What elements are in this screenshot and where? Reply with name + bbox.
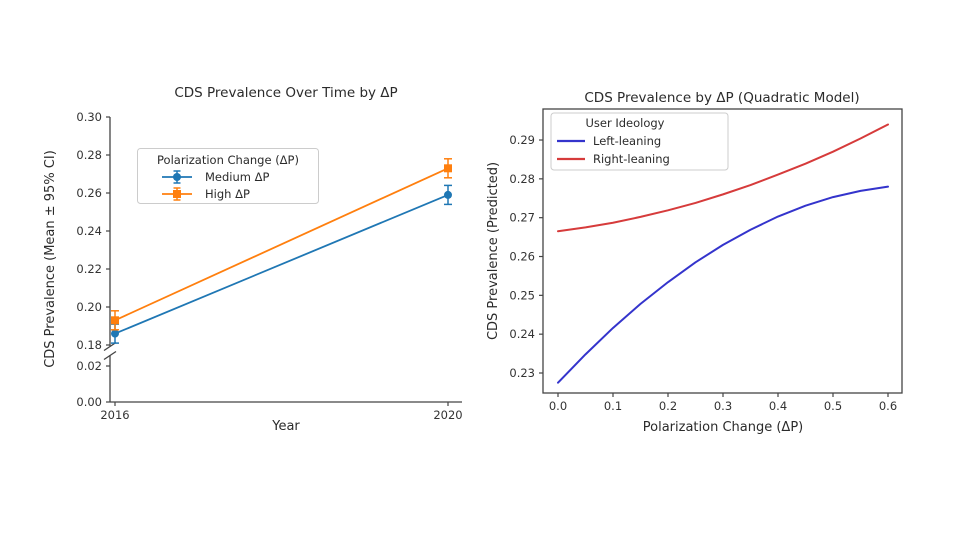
y-tick-label: 0.02 [76, 359, 102, 373]
y-tick-label: 0.18 [76, 338, 102, 352]
data-point-marker-square [111, 316, 119, 325]
series-line-Medium ΔP [114, 194, 449, 335]
x-tick-label: 2016 [100, 408, 129, 422]
y-tick-label: 0.23 [509, 366, 535, 380]
y-tick-label: 0.25 [509, 288, 535, 302]
x-tick-label: 0.3 [714, 399, 732, 413]
x-tick-label: 0.4 [769, 399, 787, 413]
y-tick-label: 0.27 [509, 211, 535, 225]
legend-title: User Ideology [585, 116, 664, 130]
right-chart-title: CDS Prevalence by ΔP (Quadratic Model) [584, 90, 859, 106]
y-tick-label: 0.30 [76, 110, 102, 124]
y-tick-label: 0.24 [76, 224, 102, 238]
legend-box [550, 112, 729, 171]
legend-label-right-leaning: Right-leaning [593, 152, 670, 166]
series-line-High ΔP [114, 167, 449, 322]
x-tick-label: 2020 [433, 408, 462, 422]
axis-break-mark [103, 350, 117, 361]
y-tick-label: 0.26 [76, 186, 102, 200]
right-chart: 0.23 0.24 0.25 0.26 0.27 0.28 0.29 0.0 0.1 0.2 0.3… [486, 90, 903, 435]
x-tick-label: 0.6 [879, 399, 897, 413]
y-tick-label: 0.20 [76, 300, 102, 314]
legend-entry-right-leaning: Right-leaning [557, 152, 670, 166]
x-tick-label: 0.1 [604, 399, 622, 413]
right-chart-ylabel: CDS Prevalence (Predicted) [486, 162, 501, 340]
left-chart-plot-area: 0.18 0.20 0.22 0.24 0.26 0.28 0.30 0.00 0.02 2016… [76, 110, 462, 422]
y-tick-label: 0.28 [76, 148, 102, 162]
left-chart-ylabel: CDS Prevalence (Mean ± 95% CI) [43, 150, 58, 368]
data-point-marker-square [444, 164, 452, 173]
right-chart-xlabel: Polarization Change (ΔP) [643, 420, 803, 435]
legend-entry-left-leaning: Left-leaning [557, 134, 661, 148]
y-tick-label: 0.22 [76, 262, 102, 276]
left-chart-title: CDS Prevalence Over Time by ΔP [174, 85, 397, 101]
x-tick-label: 0.5 [824, 399, 842, 413]
x-tick-label: 0.2 [659, 399, 677, 413]
y-tick-label: 0.28 [509, 172, 535, 186]
legend-entry-high: High ΔP [162, 187, 250, 201]
legend-label-medium: Medium ΔP [205, 170, 270, 184]
right-chart-plot-area: 0.23 0.24 0.25 0.26 0.27 0.28 0.29 0.0 0.1 0.2 0.3… [509, 108, 903, 413]
legend-entry-medium: Medium ΔP [162, 170, 270, 184]
y-tick-label: 0.29 [509, 133, 535, 147]
y-tick-label: 0.26 [509, 250, 535, 264]
legend-label-high: High ΔP [205, 187, 250, 201]
legend-title: Polarization Change (ΔP) [157, 153, 299, 167]
left-chart: 0.18 0.20 0.22 0.24 0.26 0.28 0.30 0.00 0.02 2016… [43, 85, 463, 434]
left-chart-xlabel: Year [271, 419, 300, 434]
data-point-marker-circle [444, 190, 452, 199]
data-point-marker-circle [111, 329, 119, 338]
x-tick-label: 0.0 [549, 399, 567, 413]
right-chart-legend: User Ideology Left-leaning Right-leaning [550, 112, 729, 171]
legend-label-left-leaning: Left-leaning [593, 134, 661, 148]
high-marker-swatch [173, 190, 181, 198]
medium-marker-swatch [173, 173, 181, 181]
curve-Left-leaning [557, 185, 889, 384]
y-tick-label: 0.24 [509, 327, 535, 341]
legend-box [137, 148, 319, 204]
y-tick-label: 0.00 [76, 395, 102, 409]
left-chart-legend: Polarization Change (ΔP) Medium ΔP High … [137, 148, 319, 204]
curve-Right-leaning [557, 123, 889, 233]
